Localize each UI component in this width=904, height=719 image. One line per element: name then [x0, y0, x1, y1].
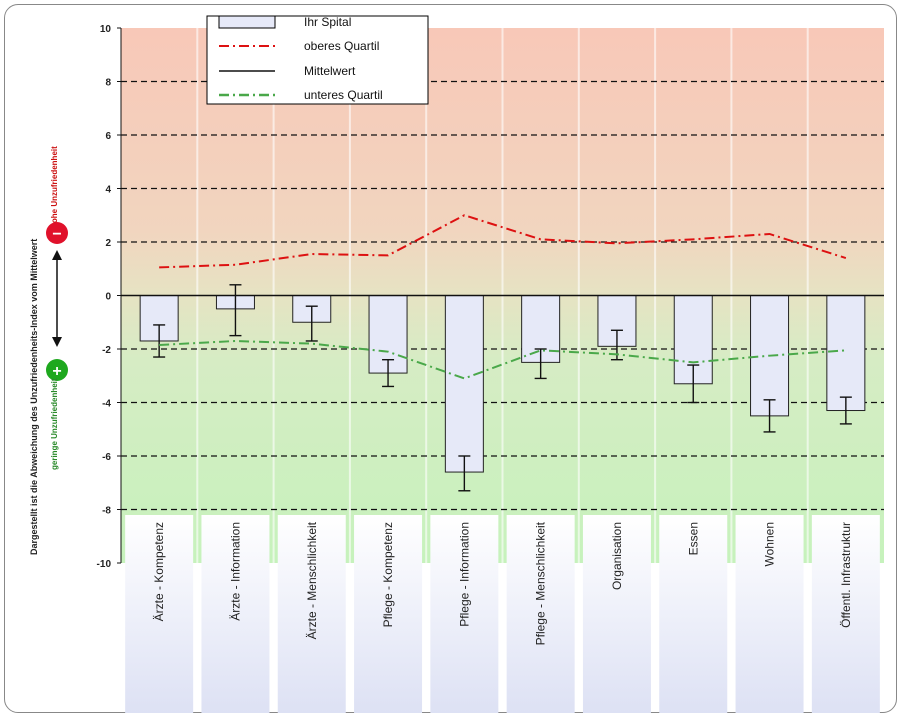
legend-label: unteres Quartil: [304, 88, 383, 102]
legend-box: [206, 15, 429, 105]
error-bar: [153, 324, 166, 358]
bottom-note-label: geringe Unzufriedenheit: [50, 378, 59, 470]
y-tick-label: -2: [102, 345, 111, 356]
category-label: Pflege - Information: [457, 522, 471, 627]
category-band: [125, 515, 194, 713]
y-tick-label: -8: [102, 506, 111, 517]
plus-symbol: +: [52, 363, 61, 380]
category-labels: Ärzte - Kompetenz Ärzte - Information Ärzt…: [152, 521, 853, 645]
y-tick-label: -4: [102, 399, 111, 410]
y-tick-label: 0: [105, 292, 111, 303]
category-band: [277, 515, 346, 713]
error-bar: [458, 455, 471, 492]
error-bars: [153, 284, 852, 492]
plus-circle-icon: [46, 359, 68, 381]
y-tick-label: -10: [97, 559, 112, 570]
legend-label: Ihr Spital: [304, 15, 351, 29]
category-band: [811, 515, 880, 713]
error-bar: [305, 305, 318, 342]
category-band: [201, 515, 270, 713]
bar: [444, 295, 484, 473]
category-label: Ärzte - Kompetenz: [152, 522, 166, 621]
double-arrow-icon: [52, 250, 62, 347]
error-bar: [382, 359, 395, 388]
category-band: [582, 515, 651, 713]
y-tick-label: 10: [100, 24, 112, 35]
minus-circle-icon: [46, 222, 68, 244]
category-band: [354, 515, 423, 713]
category-label: Essen: [686, 522, 700, 555]
category-label: Ärzte - Information: [228, 522, 242, 621]
y-tick-label: 2: [105, 238, 111, 249]
category-label: Organisation: [610, 522, 624, 590]
category-band: [506, 515, 575, 713]
category-band: [735, 515, 804, 713]
quartile-lines: [121, 214, 884, 380]
category-band: [659, 515, 728, 713]
y-tick-label: -6: [102, 452, 111, 463]
legend-label: Mittelwert: [304, 64, 356, 78]
category-label: Pflege - Kompetenz: [381, 522, 395, 627]
y-tick-label: 8: [105, 78, 111, 89]
legend-label: oberes Quartil: [304, 39, 379, 53]
error-bar: [534, 348, 547, 380]
category-label: Ärzte - Menschlichkeit: [305, 521, 319, 639]
category-label: Wohnen: [763, 522, 777, 566]
y-tick-label: 6: [105, 131, 111, 142]
category-label: Öffentl. Infrastruktur: [839, 522, 853, 628]
legend-swatch-bar: [218, 15, 276, 29]
upper-quartile-line: [159, 214, 847, 269]
y-tick-label: 4: [105, 185, 111, 196]
lower-quartile-line: [159, 339, 846, 380]
category-label: Pflege - Menschlichkeit: [534, 521, 548, 645]
error-bar: [687, 364, 700, 404]
category-label-bands: [125, 515, 880, 713]
top-note-label: hohe Unzufriedenheit: [50, 146, 59, 228]
error-bar: [839, 396, 852, 425]
minus-symbol: −: [52, 226, 61, 243]
error-bar: [763, 399, 776, 433]
category-band: [430, 515, 499, 713]
y-axis: 10 8 6 4 2 0 -2 -4 -6 -8 -10: [97, 24, 122, 570]
y-axis-label: Dargestellt ist die Abweichung des Unzuf…: [29, 239, 39, 555]
bar: [826, 295, 866, 412]
legend: Ihr Spital oberes Quartil Mittelwert untere…: [206, 15, 429, 105]
error-bar: [229, 284, 242, 337]
